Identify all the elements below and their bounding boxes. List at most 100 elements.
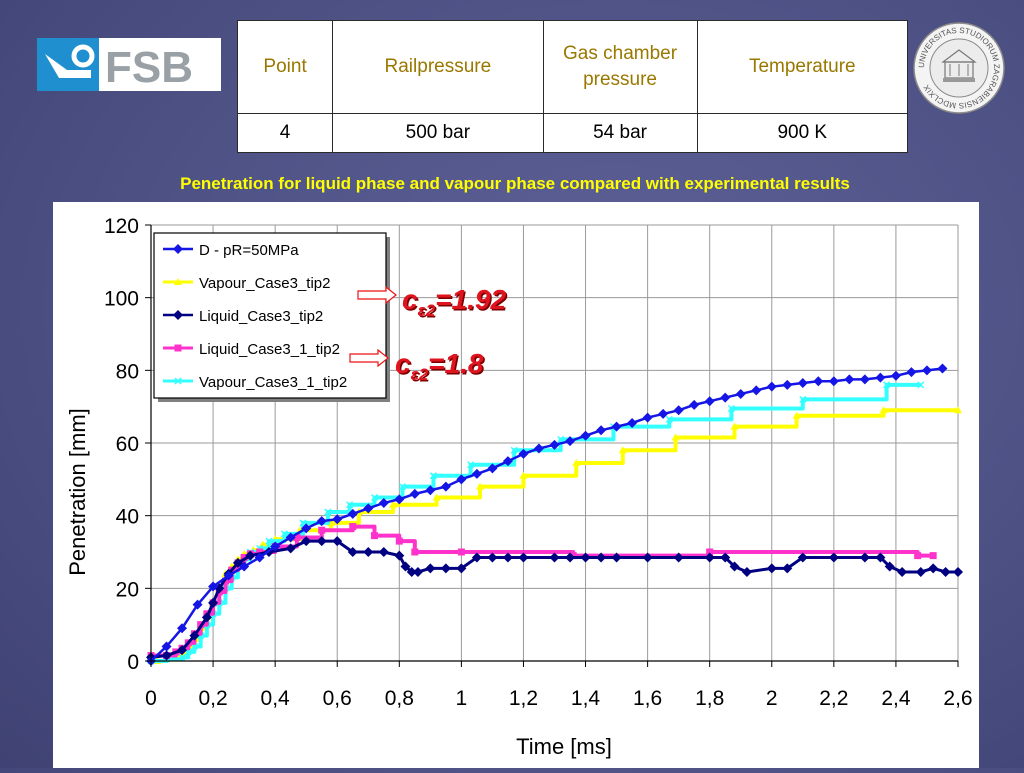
legend-item: Liquid_Case3_1_tip2 [163,341,340,358]
x-tick-label: 2,4 [881,687,911,710]
x-tick-label: 2 [766,687,778,710]
y-tick-label: 20 [116,578,139,601]
data-point [954,406,962,414]
data-point [673,552,684,563]
series-line [150,539,958,659]
data-point [467,461,475,469]
chart-series [146,363,963,666]
cell-gas-chamber-pressure: 54 bar [542,113,698,153]
data-point [751,385,762,396]
parameter-table: Point Railpressure Gas chamber pressure … [236,20,909,153]
data-point [914,552,922,560]
data-point [432,493,441,501]
data-point [549,552,560,563]
data-point [859,552,870,563]
chart-area: 0 20 40 60 80 100 120 0 0,2 0,4 0,6 0,8 1 1,2 1,4 1,6 1,… [53,202,979,768]
data-point [254,552,265,563]
data-point [177,623,188,634]
data-point [510,446,518,454]
data-point [411,548,419,556]
data-point [518,552,529,563]
data-point [502,552,513,563]
data-point [457,548,465,556]
data-point [844,374,855,385]
data-point [572,458,581,466]
legend-item: Liquid_Case3_tip2 [163,308,323,325]
y-tick-label: 100 [104,288,139,311]
data-point [471,468,482,479]
data-point [208,581,219,592]
data-point [245,550,256,561]
data-point [611,552,622,563]
cell-point: 4 [236,113,334,153]
data-point [256,548,264,556]
data-point [741,566,752,577]
data-point [673,405,684,416]
data-point [232,557,243,568]
y-tick-label: 80 [116,360,139,383]
series-line [157,408,958,663]
data-point [940,566,951,577]
x-tick-label: 1,2 [509,687,538,710]
chart-caption: Penetration for liquid phase and vapour … [180,174,850,193]
series-d-pr-50mpa [146,363,948,666]
x-tick-label: 0,2 [198,687,227,710]
data-point [502,456,513,467]
data-point [363,547,374,557]
data-point [906,367,917,378]
data-point [316,516,327,527]
data-point [565,552,576,563]
annotation-label: cε2=1.92 [402,284,506,320]
data-point [258,540,267,548]
data-point [301,536,312,547]
cell-temperature: 900 K [696,113,909,153]
data-point [596,552,607,563]
data-point [729,561,740,572]
data-point [324,508,332,516]
table-row: 4 500 bar 54 bar 900 K [236,113,909,153]
data-point [953,566,963,577]
data-point [549,439,560,450]
data-point [318,526,326,534]
chart-axes [145,224,959,667]
data-point [766,563,777,574]
data-point [799,395,807,403]
data-point [730,422,739,430]
chart-legend: D - pR=50MPa Vapour_Case3_tip2 Liquid_Case… [153,232,390,402]
data-point [487,463,498,474]
x-axis-label: Time [ms] [516,734,612,759]
fsb-logo-text: FSB [105,43,193,91]
data-point [665,415,673,423]
data-point [347,508,358,519]
data-point [192,599,203,610]
data-point [875,552,886,563]
data-point [627,418,638,429]
data-point [476,482,485,490]
data-point [557,435,565,443]
data-point [456,563,467,574]
svg-text:cε2=1.8: cε2=1.8 [397,350,486,386]
x-tick-label: 2,2 [819,687,848,710]
data-point [370,532,378,540]
x-tick-label: 0,8 [385,687,414,710]
data-point [208,597,219,608]
data-point [161,641,172,652]
data-point [596,425,607,436]
data-point [223,570,234,581]
data-point [828,552,839,563]
x-tick-label: 1,8 [695,687,724,710]
legend-marker [174,377,182,385]
data-point [471,552,482,563]
data-point [727,404,735,413]
data-point [285,543,296,554]
data-point [929,552,937,560]
data-point [928,563,939,574]
data-point [766,381,777,392]
data-point [533,443,544,454]
legend-item: Vapour_Case3_tip2 [163,275,330,292]
data-point [265,537,273,545]
data-point [240,553,248,561]
data-point [440,481,451,492]
legend-marker [173,244,183,254]
